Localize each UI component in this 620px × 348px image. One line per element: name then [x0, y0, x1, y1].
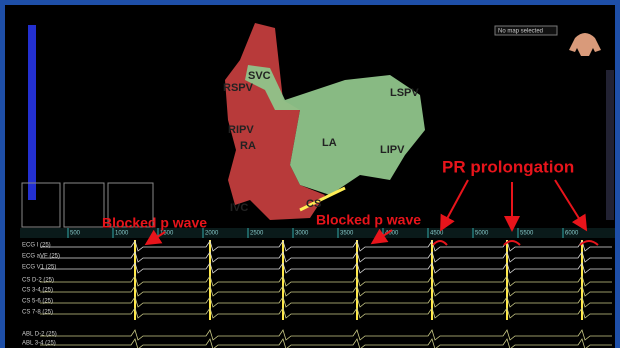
label-lspv: LSPV — [390, 87, 419, 99]
label-svc: SVC — [248, 70, 271, 82]
timeline-label: 3000 — [295, 231, 309, 237]
blocked-annotation: Blocked p wave — [316, 212, 421, 228]
label-cs: CS — [306, 198, 321, 210]
channel-label: ABL D-2 (25) — [22, 332, 57, 338]
timeline-label: 5000 — [475, 231, 489, 237]
label-ripv: RIPV — [228, 124, 254, 136]
toolbar — [606, 70, 614, 220]
label-ivc: IVC — [230, 202, 248, 214]
channel-label: ECG I (25) — [22, 243, 51, 249]
color-bar — [28, 25, 36, 200]
timeline-label: 5500 — [520, 231, 534, 237]
channel-label: CS 3-4 (25) — [22, 288, 53, 294]
channel-label: ECG V1 (25) — [22, 265, 56, 271]
timeline-label: 500 — [70, 231, 81, 237]
timeline-label: 1000 — [115, 231, 129, 237]
timeline-label: 4500 — [430, 231, 444, 237]
timeline-label: 2500 — [250, 231, 264, 237]
screenshot: No map selected SVC RSPV RIPV RA LA LSPV… — [0, 0, 620, 348]
channel-label: CS D-2 (25) — [22, 278, 54, 284]
channel-label: CS 5-6 (25) — [22, 299, 53, 305]
channel-label: ECG aVF (25) — [22, 254, 60, 260]
timeline-label: 3500 — [340, 231, 354, 237]
map-status: No map selected — [498, 29, 543, 35]
label-rspv: RSPV — [223, 82, 254, 94]
channel-label: ABL 3-4 (25) — [22, 341, 56, 347]
channel-label: CS 7-8 (25) — [22, 310, 53, 316]
pr-annotation: PR prolongation — [442, 157, 574, 176]
timeline-label: 6000 — [565, 231, 579, 237]
blocked-annotation: Blocked p wave — [102, 215, 207, 231]
label-ra: RA — [240, 140, 256, 152]
label-la: LA — [322, 137, 337, 149]
label-lipv: LIPV — [380, 144, 405, 156]
timeline-label: 2000 — [205, 231, 219, 237]
